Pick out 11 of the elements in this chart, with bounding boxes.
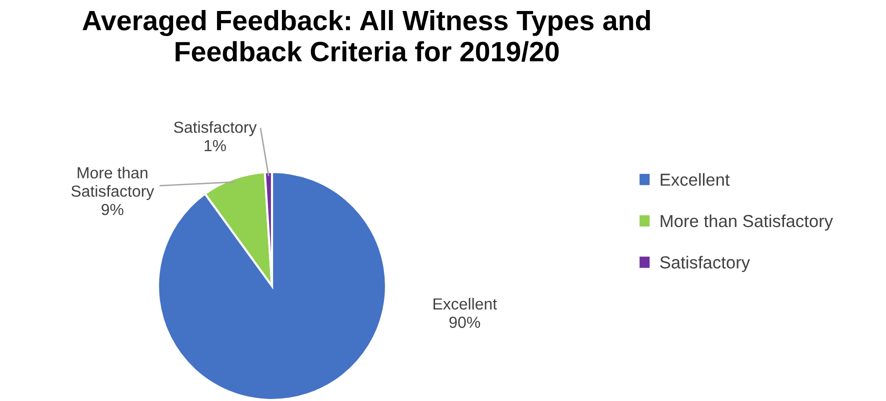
data-label: 90% xyxy=(449,316,480,328)
legend-label: Excellent xyxy=(660,173,730,186)
data-label: 1% xyxy=(204,140,226,152)
slice-label: Satisfactory xyxy=(174,121,257,136)
chart-title: Averaged Feedback: All Witness Types and Feedback Criteria for 2019/20 xyxy=(82,10,650,62)
legend-label: Satisfactory xyxy=(660,256,750,272)
pie-slice xyxy=(156,170,388,401)
data-label: 9% xyxy=(102,204,124,216)
legend-label: More than Satisfactory xyxy=(660,214,834,231)
slice-label: Excellent xyxy=(434,298,497,310)
slice-label: More than Satisfactory xyxy=(71,166,154,200)
